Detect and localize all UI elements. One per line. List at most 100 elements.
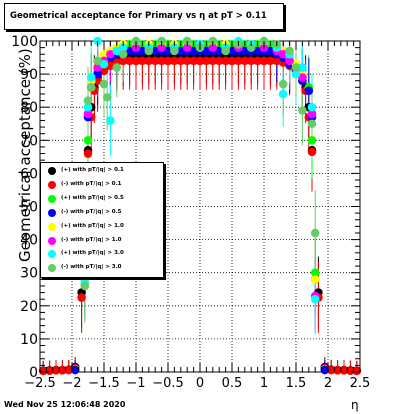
data-point	[246, 43, 256, 52]
data-point	[99, 79, 109, 89]
data-point	[106, 49, 115, 59]
data-point	[195, 56, 205, 66]
data-point	[106, 116, 115, 125]
data-point	[51, 366, 61, 375]
data-point	[176, 46, 186, 56]
x-tick-label: 1.5	[286, 376, 307, 391]
data-point	[170, 56, 179, 66]
data-point	[253, 46, 262, 56]
legend-entry: (+) with pT/|q| > 1.0	[41, 221, 163, 234]
legend-entry: (-) with pT/|q| > 1.0	[41, 235, 163, 248]
data-point	[77, 293, 86, 302]
data-point	[163, 46, 173, 56]
legend-marker	[48, 236, 56, 245]
data-point	[157, 43, 166, 52]
data-point	[83, 109, 93, 119]
data-point	[208, 56, 218, 66]
x-tick-label: 0.5	[222, 376, 243, 391]
data-point	[125, 56, 134, 66]
y-tick-label: 60	[20, 166, 38, 182]
y-tick-label: 10	[20, 332, 38, 348]
data-point	[333, 366, 342, 375]
legend-entry: (+) with pT/|q| > 3.0	[41, 248, 163, 261]
legend-label: (+) with pT/|q| > 1.0	[61, 222, 124, 229]
data-point	[176, 56, 186, 66]
data-point	[291, 69, 301, 79]
data-point	[227, 56, 237, 66]
data-point	[99, 66, 109, 76]
data-point	[253, 56, 262, 66]
data-point	[227, 46, 237, 56]
data-point	[291, 63, 301, 72]
data-point	[339, 366, 349, 375]
data-point	[214, 46, 224, 56]
legend-entry: (+) with pT/|q| > 0.1	[41, 165, 163, 178]
legend-entry: (-) with pT/|q| > 0.5	[41, 207, 163, 220]
legend-entry: (-) with pT/|q| > 3.0	[41, 262, 163, 275]
data-point	[118, 56, 128, 66]
legend-entry: (+) with pT/|q| > 0.5	[41, 193, 163, 206]
legend: (+) with pT/|q| > 0.1 (-) with pT/|q| > 0…	[40, 162, 164, 278]
data-point	[310, 275, 320, 284]
data-point	[246, 56, 256, 66]
data-point	[259, 56, 269, 66]
data-point	[266, 46, 275, 56]
data-point	[83, 102, 93, 112]
data-point	[157, 56, 166, 66]
y-tick-label: 30	[20, 266, 38, 282]
data-point	[278, 79, 288, 89]
data-point	[266, 56, 275, 66]
data-point	[352, 366, 362, 376]
legend-marker	[48, 250, 56, 259]
data-point	[307, 147, 317, 157]
x-tick-label: −1.5	[88, 376, 120, 391]
data-point	[125, 46, 134, 56]
legend-marker	[48, 180, 56, 189]
legend-marker	[48, 222, 56, 231]
data-point	[150, 46, 160, 56]
x-tick-label: 1	[260, 376, 268, 391]
data-point	[208, 43, 218, 52]
data-point	[298, 106, 307, 115]
legend-label: (-) with pT/|q| > 0.5	[61, 208, 122, 215]
data-point	[83, 136, 93, 145]
legend-marker	[48, 167, 56, 175]
chart-title: Geometrical acceptance for Primary vs η …	[10, 11, 267, 21]
axes: −2.5 −2 −1.5 −1 −0.5 0 0.5 1 1.5 2 2.5 0 10 20 30 40 50 6…	[11, 34, 370, 391]
legend-label: (+) with pT/|q| > 3.0	[61, 250, 124, 257]
data-point	[83, 96, 93, 105]
data-point	[112, 63, 122, 72]
y-tick-label: 70	[20, 133, 38, 149]
data-point	[93, 63, 102, 72]
x-tick-label: 2	[324, 376, 332, 391]
data-point	[182, 43, 192, 52]
data-point	[112, 46, 122, 56]
data-point	[221, 46, 230, 56]
legend-marker	[48, 208, 56, 217]
data-point	[298, 63, 307, 72]
data-point	[202, 56, 211, 66]
data-point	[99, 59, 109, 69]
legend-marker	[48, 264, 56, 273]
data-point	[307, 119, 317, 129]
x-tick-label: −1	[126, 376, 145, 391]
legend-label: (+) with pT/|q| > 0.5	[61, 194, 124, 201]
data-point	[38, 366, 48, 376]
data-point	[214, 56, 224, 66]
data-point	[93, 69, 102, 79]
data-point	[118, 43, 128, 52]
legend-label: (-) with pT/|q| > 3.0	[61, 264, 122, 271]
x-axis-label: η	[351, 398, 359, 412]
data-point	[163, 56, 173, 66]
y-tick-label: 40	[20, 233, 38, 249]
timestamp: Wed Nov 25 12:06:48 2020	[4, 400, 126, 409]
data-point	[45, 366, 54, 375]
x-tick-label: −2.5	[24, 376, 56, 391]
data-point	[278, 89, 288, 99]
data-point	[240, 46, 250, 56]
y-tick-label: 90	[20, 67, 38, 83]
data-point	[285, 46, 294, 56]
data-point	[189, 46, 198, 56]
data-point	[70, 365, 80, 375]
